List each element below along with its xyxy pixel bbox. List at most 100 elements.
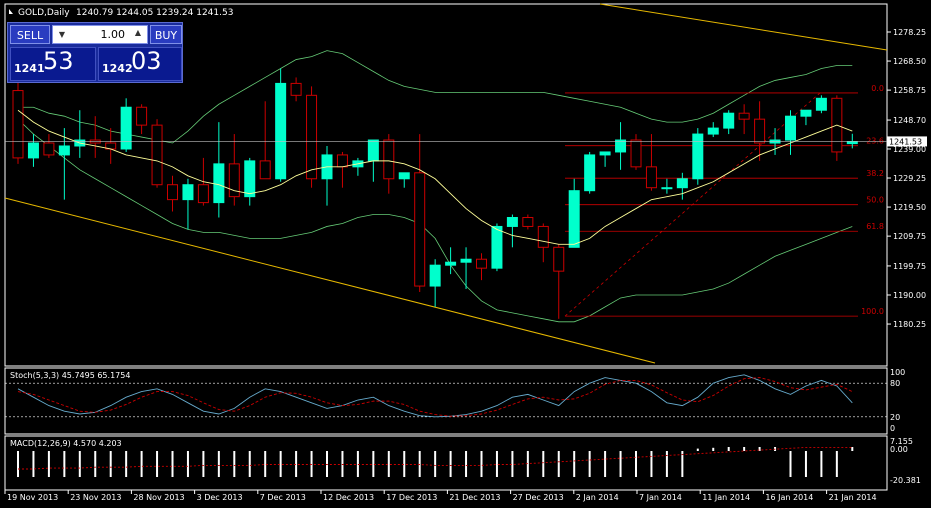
price-axis: 1278.25 1268.50 1258.75 1248.70 1239.00 1229.… [887,28,926,329]
stoch-level-label: 100 [890,368,905,377]
candle-body [429,264,441,287]
candle-body [630,139,642,168]
chart-title: GOLD,Daily 1240.79 1244.05 1239.24 1241.… [9,8,233,18]
candle [630,134,642,170]
one-click-trading-panel: SELL ▼ 1.00 ▲ BUY 1241 53 1242 03 [7,22,183,83]
stoch-level-label: 0 [890,424,895,433]
fib-level-label: 100.0 [861,307,884,316]
sell-button[interactable]: SELL [10,25,50,44]
candle [584,151,596,194]
main-chart-frame [4,3,888,367]
symbol-label: GOLD,Daily [18,8,70,18]
candle-body [213,163,225,204]
price-tick-label: 1199.75 [893,262,926,271]
candle-body [414,172,426,287]
candle [553,244,565,319]
chevron-down-icon[interactable]: ▼ [58,30,66,39]
time-tick-label: 7 Dec 2013 [260,493,306,502]
candle-body [182,184,194,201]
time-tick-label: 3 Dec 2013 [197,493,243,502]
candle [522,214,534,230]
candle [599,151,611,167]
candle [43,134,55,158]
price-tick-label: 1258.75 [893,86,926,95]
candle-body [336,154,348,168]
price-tick-label: 1229.25 [893,174,926,183]
candle [723,110,735,135]
candle [398,172,410,188]
price-tick-label: 1209.75 [893,232,926,241]
time-tick-label: 2 Jan 2014 [576,493,619,502]
price-tick-label: 1268.50 [893,57,926,66]
candle-body [383,139,395,180]
ohlc-values: 1240.79 1244.05 1239.24 1241.53 [76,8,233,18]
candle-body [661,187,673,190]
trend-lines [4,3,888,364]
candle [167,175,178,212]
candle-body [58,145,70,156]
price-tick-label: 1190.00 [893,291,926,300]
candle [306,86,318,188]
macd-level-label: 0.00 [890,445,908,454]
stoch-title: Stoch(5,3,3) 45.7495 65.1754 [10,371,130,380]
candle [476,253,487,281]
macd-frame [4,435,888,491]
fib-level-label: 0.0 [871,84,884,93]
candle-body [738,112,750,120]
lot-size-input[interactable]: ▼ 1.00 ▲ [52,25,148,44]
candle [460,247,472,290]
candle-body [692,133,704,180]
candle-body [785,115,796,141]
bid-price-small: 1241 [14,62,45,75]
price-tick-label: 1278.25 [893,28,926,37]
time-tick-label: 12 Dec 2013 [323,493,374,502]
moving-average [17,109,853,245]
fib-baseline [564,92,821,317]
macd-level-label: -20.381 [890,476,921,485]
candle [692,128,704,185]
stochastic-lines [5,374,887,418]
candle-body [167,184,178,201]
lower-band-line [17,118,853,323]
macd-level-label: 7.155 [890,437,913,446]
chevron-up-icon[interactable]: ▲ [134,28,142,37]
candle [615,122,627,170]
time-tick-label: 19 Nov 2013 [7,493,58,502]
candle-body [120,106,132,150]
candle-body [259,160,271,180]
candle-body [491,225,503,269]
ask-price-big: 03 [131,47,162,75]
ask-price[interactable]: 1242 03 [98,47,182,81]
candle-body [584,154,596,192]
macd-title: MACD(12,26,9) 4.570 4.203 [10,439,122,448]
bid-price-big: 53 [43,47,74,75]
candle [290,77,302,102]
candle [27,134,39,167]
candle [661,178,673,194]
lot-size-value[interactable]: 1.00 [100,28,126,41]
candle-body [553,246,565,272]
fib-level-label: 38.2 [866,169,884,178]
candle-body [537,225,549,248]
stoch-level-label: 80 [890,379,900,388]
bid-price[interactable]: 1241 53 [10,47,96,81]
candle [445,247,457,275]
time-axis: 19 Nov 2013 23 Nov 2013 28 Nov 2013 3 Dec 2… [4,490,877,502]
candle-body [568,190,580,248]
candle-body [275,82,287,180]
candle [213,122,225,218]
fib-level-label: 50.0 [866,196,884,205]
time-tick-label: 7 Jan 2014 [639,493,682,502]
time-tick-label: 28 Nov 2013 [133,493,184,502]
candle-body [522,217,534,227]
buy-button[interactable]: BUY [150,25,182,44]
candle [537,223,549,263]
candle-body [27,142,39,159]
candle [228,134,240,206]
candle [831,95,843,161]
candle [738,104,750,135]
candle [800,109,812,126]
